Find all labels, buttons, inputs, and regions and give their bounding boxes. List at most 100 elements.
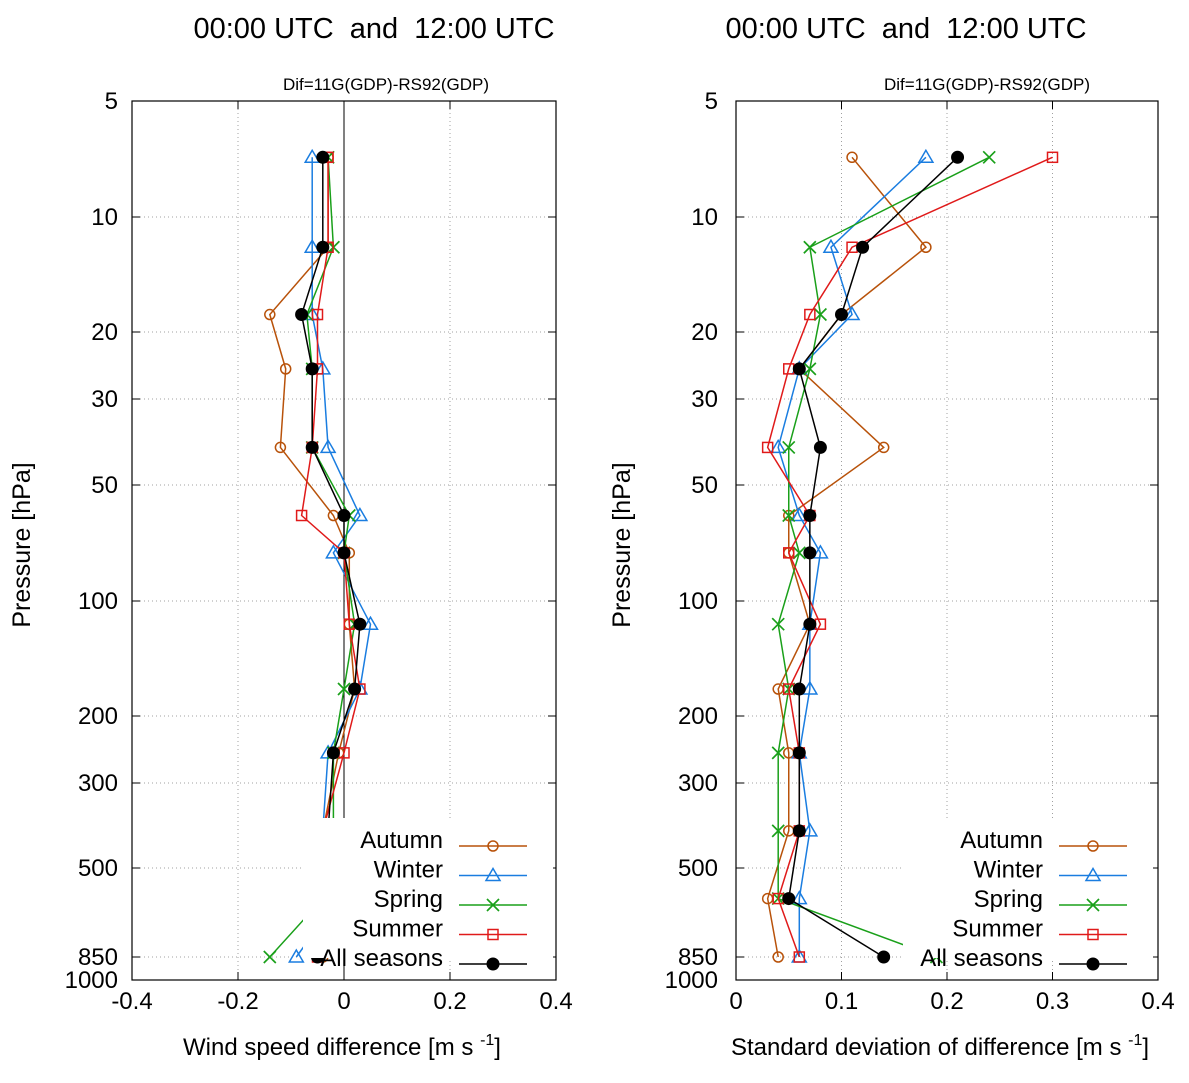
data-point [337, 546, 351, 560]
chart-panel-1: 00:00 UTC and 12:00 UTC Dif=11G(GDP)-RS92… [8, 13, 573, 1061]
y-tick-label: 500 [678, 855, 718, 882]
data-point [782, 508, 796, 523]
x-axis-label: Standard deviation of difference [m s -1… [731, 1032, 1149, 1061]
data-point [1084, 867, 1102, 882]
y-tick-label: 200 [678, 703, 718, 730]
series-line [777, 156, 927, 957]
data-point [843, 306, 861, 321]
data-point [351, 507, 369, 522]
data-point [792, 546, 806, 560]
y-tick-label: 200 [78, 703, 118, 730]
legend-label: Winter [374, 857, 443, 884]
data-point [803, 617, 817, 631]
data-point [305, 440, 319, 454]
y-tick-label: 10 [691, 204, 718, 231]
data-point [793, 951, 806, 963]
data-point [1086, 957, 1100, 971]
data-point [274, 441, 287, 454]
legend-label: All seasons [920, 945, 1043, 972]
data-point [771, 824, 785, 838]
data-point [803, 240, 817, 254]
x-axis-label: Wind speed difference [m s -1] [183, 1032, 501, 1061]
chart-subtitle: Dif=11G(GDP)-RS92(GDP) [283, 75, 489, 94]
data-point [279, 363, 292, 375]
legend-label: Autumn [960, 827, 1043, 854]
data-point [484, 867, 502, 882]
data-point [877, 441, 890, 454]
y-tick-label: 50 [91, 472, 118, 499]
y-axis-label: Pressure [hPa] [608, 462, 636, 627]
x-axis-label-superscript: -1 [1128, 1032, 1142, 1049]
data-point [792, 362, 806, 376]
y-tick-label: 50 [691, 472, 718, 499]
data-point [771, 617, 785, 631]
x-tick-label: -0.2 [217, 988, 258, 1015]
data-point [337, 509, 351, 523]
data-point [486, 898, 500, 912]
legend-label: Autumn [360, 827, 443, 854]
data-point [822, 238, 840, 253]
data-point [319, 438, 337, 454]
data-point [803, 362, 817, 376]
data-point [790, 507, 808, 522]
data-point [295, 509, 308, 522]
data-point [326, 746, 340, 760]
x-tick-label: 0 [729, 988, 742, 1015]
x-axis-label-text: Wind speed difference [m s [183, 1034, 480, 1061]
x-tick-label: 0.2 [433, 988, 466, 1015]
data-point [487, 928, 499, 941]
data-point [325, 544, 342, 559]
y-tick-label: 30 [91, 386, 118, 413]
legend-label: Summer [952, 916, 1043, 943]
data-point [487, 840, 499, 852]
y-tick-label: 850 [678, 944, 718, 971]
data-point [362, 615, 379, 630]
chart-title: 00:00 UTC and 12:00 UTC [193, 13, 554, 45]
data-point [813, 307, 828, 322]
data-point [877, 950, 891, 964]
data-point [856, 240, 870, 254]
data-point [951, 150, 965, 164]
data-point [792, 746, 806, 760]
legend-label: All seasons [320, 945, 443, 972]
data-point [311, 308, 324, 321]
data-point [812, 544, 829, 559]
data-point [801, 680, 819, 695]
chart-panel-2: 00:00 UTC and 12:00 UTC Dif=11G(GDP)-RS92… [608, 13, 1175, 1061]
y-tick-label: 850 [78, 944, 118, 971]
series-all-seasons [295, 150, 367, 964]
legend-label: Spring [974, 886, 1043, 913]
x-tick-label: 0.3 [1036, 988, 1069, 1015]
data-point [982, 150, 996, 164]
y-tick-label: 30 [691, 386, 718, 413]
data-point [783, 547, 795, 559]
data-point [305, 362, 319, 376]
data-point [771, 746, 785, 760]
data-point [792, 682, 806, 696]
data-point [801, 822, 819, 837]
data-point [316, 150, 330, 164]
data-point [337, 682, 351, 696]
data-point [316, 240, 330, 254]
data-point [790, 890, 808, 905]
data-point [263, 950, 277, 964]
x-axis-label-end: ] [1142, 1034, 1149, 1061]
y-tick-label: 1000 [65, 967, 118, 994]
data-point [792, 824, 806, 838]
data-point [772, 951, 784, 963]
data-point [1046, 151, 1059, 164]
data-point [303, 238, 321, 253]
data-point [1087, 928, 1099, 941]
y-tick-label: 100 [678, 588, 718, 615]
chart-subtitle: Dif=11G(GDP)-RS92(GDP) [884, 75, 1090, 94]
data-point [782, 892, 796, 906]
x-axis-label-end: ] [494, 1034, 501, 1061]
chart-title: 00:00 UTC and 12:00 UTC [725, 13, 1086, 45]
legend-label: Summer [352, 916, 443, 943]
data-point [782, 440, 796, 455]
data-point [804, 308, 816, 321]
data-point [303, 148, 321, 164]
